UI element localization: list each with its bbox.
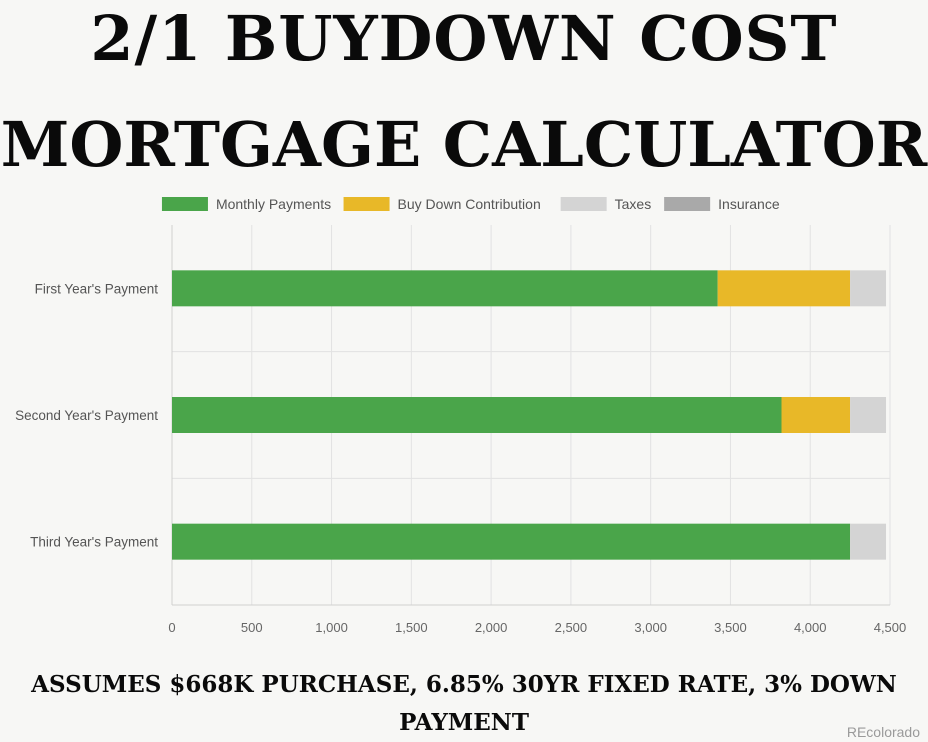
chart-title-line-2: MORTGAGE CALCULATOR: [0, 108, 928, 181]
bar-segment: [717, 270, 851, 307]
bar-segment: [172, 523, 851, 560]
legend-swatch: [161, 197, 208, 211]
x-tick-label: 3,000: [634, 620, 667, 635]
x-tick-label: 0: [168, 620, 175, 635]
legend-label: Monthly Payments: [216, 196, 331, 212]
chart-title-line-1: 2/1 BUYDOWN COST: [90, 2, 838, 75]
stacked-bar-chart: 0 500 1,000 1,500 2,000 2,500 3,000 3,500 4,000 4…: [15, 196, 907, 635]
assumptions-line-2: PAYMENT: [399, 709, 529, 736]
x-tick-label: 2,000: [475, 620, 508, 635]
category-label: Third Year's Payment: [30, 535, 158, 550]
category-label: Second Year's Payment: [15, 408, 158, 423]
assumptions-line-1: ASSUMES $668K PURCHASE, 6.85% 30YR FIXED…: [31, 671, 897, 698]
assumptions-note: ASSUMES $668K PURCHASE, 6.85% 30YR FIXED…: [0, 666, 928, 742]
legend-swatch: [664, 197, 711, 211]
x-tick-label: 2,500: [555, 620, 588, 635]
x-tick-label: 4,000: [794, 620, 827, 635]
bar-segment: [781, 397, 851, 433]
watermark: REcolorado: [846, 724, 920, 740]
x-tick-label: 3,500: [714, 620, 747, 635]
bar-segment: [172, 270, 718, 307]
legend-swatch: [560, 197, 607, 211]
category-label: First Year's Payment: [35, 281, 159, 296]
legend-swatch: [343, 197, 390, 211]
legend-label: Insurance: [718, 196, 780, 212]
bar-segment: [850, 523, 887, 560]
bar-segment: [850, 397, 887, 433]
x-tick-label: 500: [241, 620, 263, 635]
x-tick-label: 1,500: [395, 620, 428, 635]
legend-label: Buy Down Contribution: [398, 196, 541, 212]
legend-label: Taxes: [615, 196, 652, 212]
x-tick-label: 4,500: [874, 620, 907, 635]
bar-segment: [850, 270, 887, 307]
bar-segment: [172, 397, 782, 433]
x-tick-label: 1,000: [315, 620, 348, 635]
